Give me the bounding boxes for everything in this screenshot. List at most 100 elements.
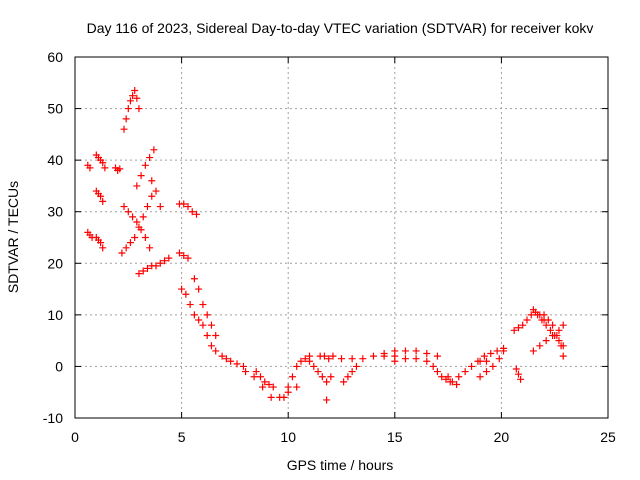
data-point [534, 311, 542, 319]
data-point [325, 355, 333, 363]
data-point [99, 159, 107, 167]
data-point [161, 257, 169, 265]
data-point [555, 337, 563, 345]
data-point [495, 355, 503, 363]
data-point [184, 254, 192, 262]
data-point [256, 373, 264, 381]
data-point [476, 373, 484, 381]
data-point [222, 355, 230, 363]
data-point [150, 146, 158, 154]
series-arc-16 [190, 275, 220, 339]
x-tick-label: 10 [280, 429, 296, 445]
data-point [514, 370, 522, 378]
data-point [265, 380, 273, 388]
x-tick-labels: 0 5 10 15 20 25 [71, 429, 616, 445]
y-tick-label: 60 [47, 49, 63, 65]
data-point [233, 360, 241, 368]
data-point [553, 331, 561, 339]
series-arc-22 [306, 357, 335, 386]
data-point [118, 249, 126, 257]
series-arc-32 [476, 347, 508, 381]
data-point [527, 311, 535, 319]
data-point [487, 350, 495, 358]
data-point [199, 321, 207, 329]
y-tick-label: 10 [47, 307, 63, 323]
data-point [559, 321, 567, 329]
data-point [178, 285, 186, 293]
data-point [519, 321, 527, 329]
data-point [401, 355, 409, 363]
data-point [468, 362, 476, 370]
data-point [455, 373, 463, 381]
series-arc-18 [218, 352, 247, 370]
plot-frame [74, 56, 609, 419]
x-tick-label: 15 [387, 429, 403, 445]
data-point [152, 187, 160, 195]
series-arc-8 [118, 192, 156, 257]
data-point [184, 203, 192, 211]
data-point [97, 239, 105, 247]
data-point [86, 164, 94, 172]
series-arc-12 [148, 177, 164, 211]
data-points [84, 87, 567, 404]
data-point [99, 244, 107, 252]
series-arc-13 [152, 254, 173, 270]
series-arc-28 [391, 355, 431, 365]
series-arc-17 [178, 285, 220, 355]
data-point [280, 393, 288, 401]
data-point [195, 285, 203, 293]
data-point [512, 365, 520, 373]
series-arc-2 [84, 161, 94, 172]
data-point [180, 252, 188, 260]
data-point [433, 352, 441, 360]
data-point [320, 352, 328, 360]
data-point [120, 125, 128, 133]
data-point [557, 342, 565, 350]
data-point [131, 87, 139, 95]
data-point [412, 347, 420, 355]
data-point [129, 92, 137, 100]
data-point [559, 352, 567, 360]
data-point [135, 105, 143, 113]
series-arc-4 [92, 187, 107, 205]
data-point [352, 362, 360, 370]
series-arc-21 [280, 352, 314, 401]
data-point [212, 347, 220, 355]
series-arc-24 [323, 396, 331, 404]
data-point [195, 316, 203, 324]
data-point [359, 355, 367, 363]
series-arc-9 [120, 203, 154, 252]
x-axis-label: GPS time / hours [287, 457, 394, 473]
data-point [327, 373, 335, 381]
data-point [175, 249, 183, 257]
data-point [126, 239, 134, 247]
data-point [288, 373, 296, 381]
data-point [310, 362, 318, 370]
data-point [199, 301, 207, 309]
data-point [250, 373, 258, 381]
series-arc-37 [529, 321, 567, 355]
y-axis-label: SDTVAR / TECUs [5, 181, 21, 293]
y-tick-label: 30 [47, 204, 63, 220]
y-tick-labels: -10 0 10 20 30 40 50 60 [43, 49, 63, 426]
data-point [323, 396, 331, 404]
x-tick-label: 20 [494, 429, 510, 445]
data-point [218, 352, 226, 360]
data-point [329, 352, 337, 360]
data-point [148, 177, 156, 185]
data-point [97, 192, 105, 200]
data-point [480, 352, 488, 360]
data-point [133, 218, 141, 226]
data-point [135, 270, 143, 278]
data-point [284, 383, 292, 391]
data-point [129, 213, 137, 221]
y-tick-label: -10 [43, 410, 63, 426]
data-point [517, 375, 525, 383]
y-tick-label: 40 [47, 152, 63, 168]
data-point [180, 200, 188, 208]
series-arc-20 [252, 368, 277, 391]
data-point [348, 368, 356, 376]
data-point [489, 362, 497, 370]
data-point [453, 380, 461, 388]
